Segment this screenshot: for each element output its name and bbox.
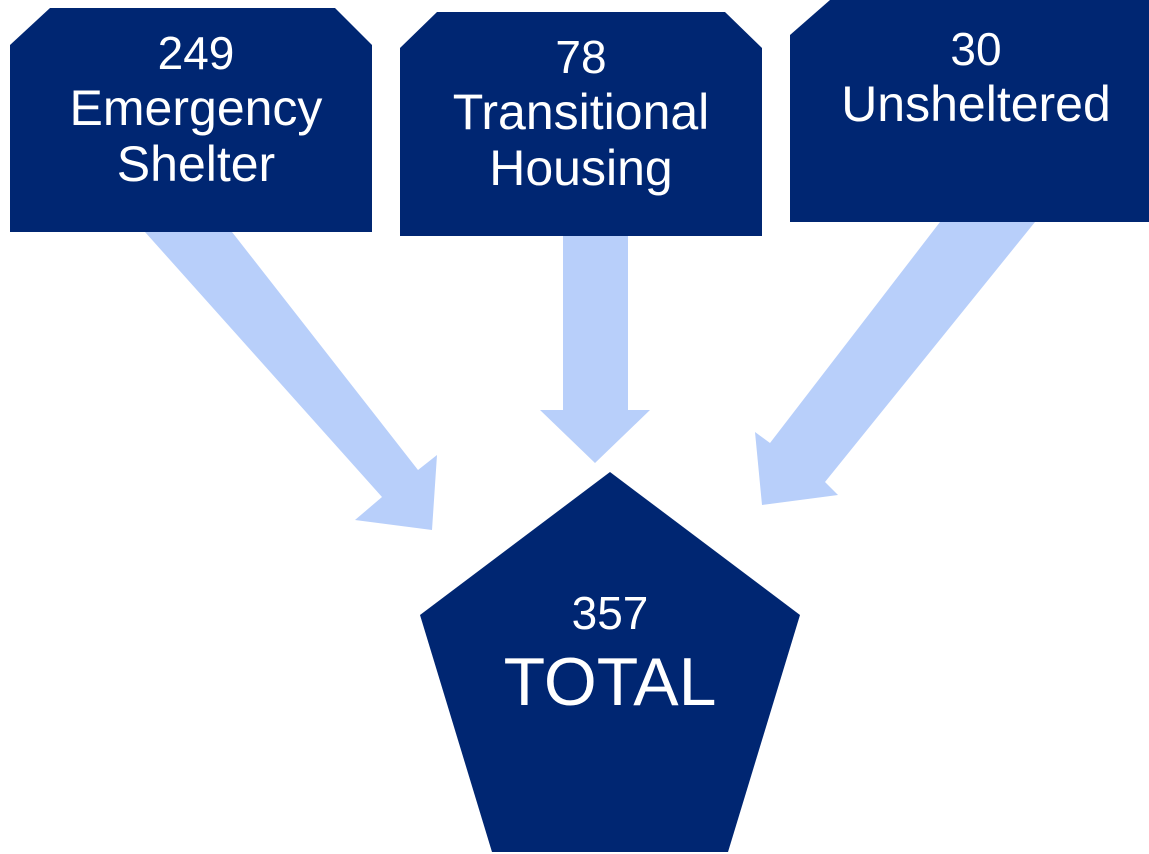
total-text: 357 TOTAL	[420, 587, 800, 720]
node-label: Housing	[489, 139, 673, 196]
arrow	[145, 232, 437, 530]
node-box	[10, 8, 372, 232]
node-text: 30 Unsheltered	[790, 23, 1149, 132]
node-label: Emergency	[69, 79, 323, 136]
node-text: 78 Transitional Housing	[400, 31, 762, 196]
node-value: 30	[950, 23, 1002, 75]
total-pentagon	[420, 472, 800, 852]
node-value: 249	[157, 27, 235, 79]
total-label: TOTAL	[503, 643, 717, 720]
node-label: Transitional	[452, 83, 710, 140]
node-box	[790, 0, 1149, 222]
arrow	[540, 236, 650, 463]
node-label: Shelter	[116, 135, 276, 192]
node-label: Unsheltered	[841, 75, 1111, 132]
node-value: 78	[555, 31, 607, 83]
node-box	[400, 12, 762, 236]
arrow	[755, 222, 1035, 505]
total-value: 357	[571, 587, 649, 639]
node-text: 249 Emergency Shelter	[10, 27, 382, 192]
